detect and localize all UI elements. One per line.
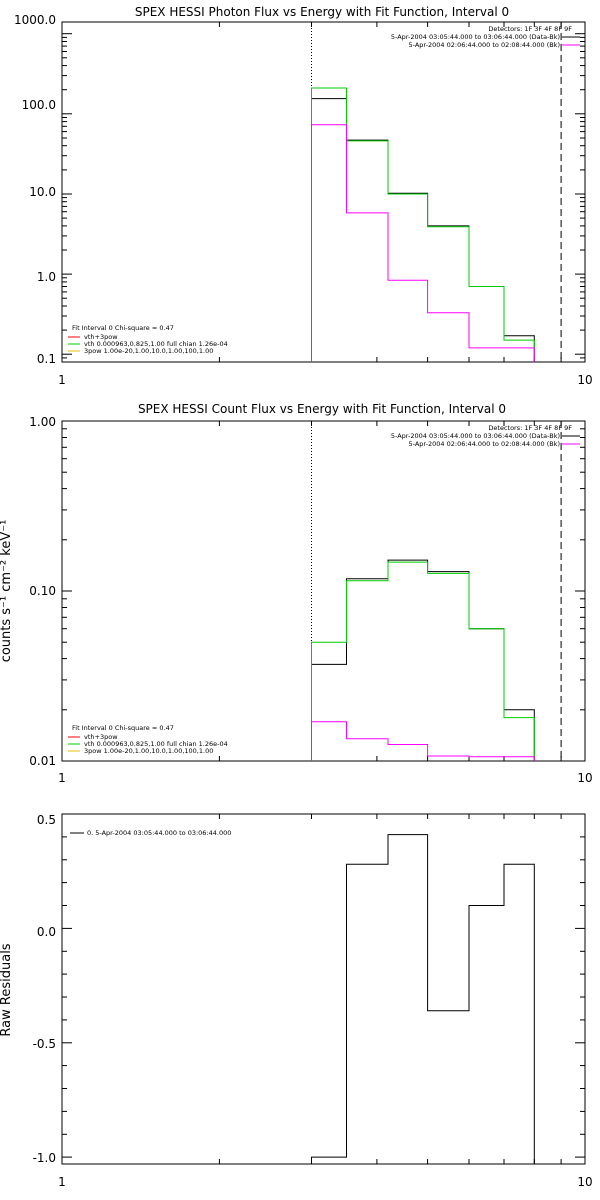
residuals-y-axis-label: Raw Residuals xyxy=(0,943,14,1036)
count-flux-y-tick-labels: 0.01 0.10 1.00 xyxy=(29,415,56,768)
series-0-line xyxy=(311,834,535,1164)
photon-flux-legend: Fit Interval 0 Chi-square = 0.47 vth+3po… xyxy=(68,324,228,355)
detectors-info: Detectors: 1F 3F 4F 8F 9F xyxy=(488,25,572,33)
legend-label: vth+3pow xyxy=(84,333,118,341)
count-flux-title: SPEX HESSI Count Flux vs Energy with Fit… xyxy=(138,402,506,416)
photon-flux-panel: SPEX HESSI Photon Flux vs Energy with Fi… xyxy=(14,5,593,387)
residuals-x-tick-labels: 1 10 xyxy=(58,1175,592,1189)
residuals-plot-area xyxy=(62,813,585,1164)
series-0-line xyxy=(311,559,535,761)
residuals-y-tick-labels: -1.0 -0.5 0.0 0.5 xyxy=(33,813,56,1165)
x-tick-label: 10 xyxy=(577,771,592,785)
photon-flux-title: SPEX HESSI Photon Flux vs Energy with Fi… xyxy=(135,5,509,19)
y-tick-label: 1.0 xyxy=(37,270,56,284)
count-flux-y-axis-label: counts s⁻¹ cm⁻² keV⁻¹ xyxy=(0,520,14,663)
count-flux-plot-area xyxy=(62,420,585,762)
x-tick-label: 1 xyxy=(58,373,66,387)
y-tick-label: 0.1 xyxy=(37,352,56,366)
legend-label: 3pow 1.00e-20,1.00,10.0,1.00,100,1.00 xyxy=(84,747,213,755)
photon-flux-y-tick-labels: 0.1 1.0 10.0 100.0 1000.0 xyxy=(14,13,56,366)
legend-label: vth 0.000963,0.825,1.00 full chian 1.26e… xyxy=(84,740,228,748)
legend-label: 3pow 1.00e-20,1.00,10.0,1.00,100,1.00 xyxy=(84,347,213,355)
count-flux-legend: Fit Interval 0 Chi-square = 0.47 vth+3po… xyxy=(68,724,228,755)
y-tick-label: 1000.0 xyxy=(14,13,56,27)
count-flux-x-tick-labels: 1 10 xyxy=(58,771,592,785)
x-tick-label: 10 xyxy=(577,373,592,387)
legend-label: vth+3pow xyxy=(84,733,118,741)
x-tick-label: 1 xyxy=(58,771,66,785)
residuals-plot-frame xyxy=(61,813,586,1165)
data-interval-info: 5-Apr-2004 03:05:44.000 to 03:06:44.000 … xyxy=(391,432,560,440)
y-tick-label: 100.0 xyxy=(22,98,56,112)
data-interval-info: 5-Apr-2004 03:05:44.000 to 03:06:44.000 … xyxy=(391,33,560,41)
y-tick-label: -0.5 xyxy=(33,1037,56,1051)
background-interval-info: 5-Apr-2004 02:06:44.000 to 02:08:44.000 … xyxy=(409,440,560,448)
y-tick-label: 0.01 xyxy=(29,754,56,768)
photon-flux-plot-area xyxy=(62,22,585,363)
y-tick-label: 0.5 xyxy=(37,813,56,827)
residuals-panel: Raw Residuals -1.0 -0.5 0.0 0.5 1 10 0. … xyxy=(0,813,593,1189)
series-0-line xyxy=(311,98,535,362)
y-tick-label: -1.0 xyxy=(33,1151,56,1165)
count-flux-info-block: Detectors: 1F 3F 4F 8F 9F 5-Apr-2004 03:… xyxy=(391,424,580,448)
x-tick-label: 1 xyxy=(58,1175,66,1189)
series-1-line xyxy=(311,561,535,761)
legend-label: 0. 5-Apr-2004 03:05:44.000 to 03:06:44.0… xyxy=(87,829,231,837)
legend-label: vth 0.000963,0.825,1.00 full chian 1.26e… xyxy=(84,340,228,348)
detectors-info: Detectors: 1F 3F 4F 8F 9F xyxy=(488,424,572,432)
count-flux-panel: SPEX HESSI Count Flux vs Energy with Fit… xyxy=(0,402,593,785)
y-tick-label: 1.00 xyxy=(29,415,56,429)
residuals-legend: 0. 5-Apr-2004 03:05:44.000 to 03:06:44.0… xyxy=(70,829,231,837)
background-interval-info: 5-Apr-2004 02:06:44.000 to 02:08:44.000 … xyxy=(409,41,560,49)
photon-flux-plot-frame xyxy=(61,21,586,363)
y-tick-label: 10.0 xyxy=(29,185,56,199)
series-2-line xyxy=(311,721,535,761)
legend-fit-interval: Fit Interval 0 Chi-square = 0.47 xyxy=(72,724,174,732)
y-tick-label: 0.0 xyxy=(37,925,56,939)
x-tick-label: 10 xyxy=(577,1175,592,1189)
series-2-line xyxy=(311,124,535,362)
photon-flux-info-block: Detectors: 1F 3F 4F 8F 9F 5-Apr-2004 03:… xyxy=(391,25,580,49)
photon-flux-x-tick-labels: 1 10 xyxy=(58,373,592,387)
y-tick-label: 0.10 xyxy=(29,584,56,598)
series-1-line xyxy=(311,87,535,362)
legend-fit-interval: Fit Interval 0 Chi-square = 0.47 xyxy=(72,324,174,332)
